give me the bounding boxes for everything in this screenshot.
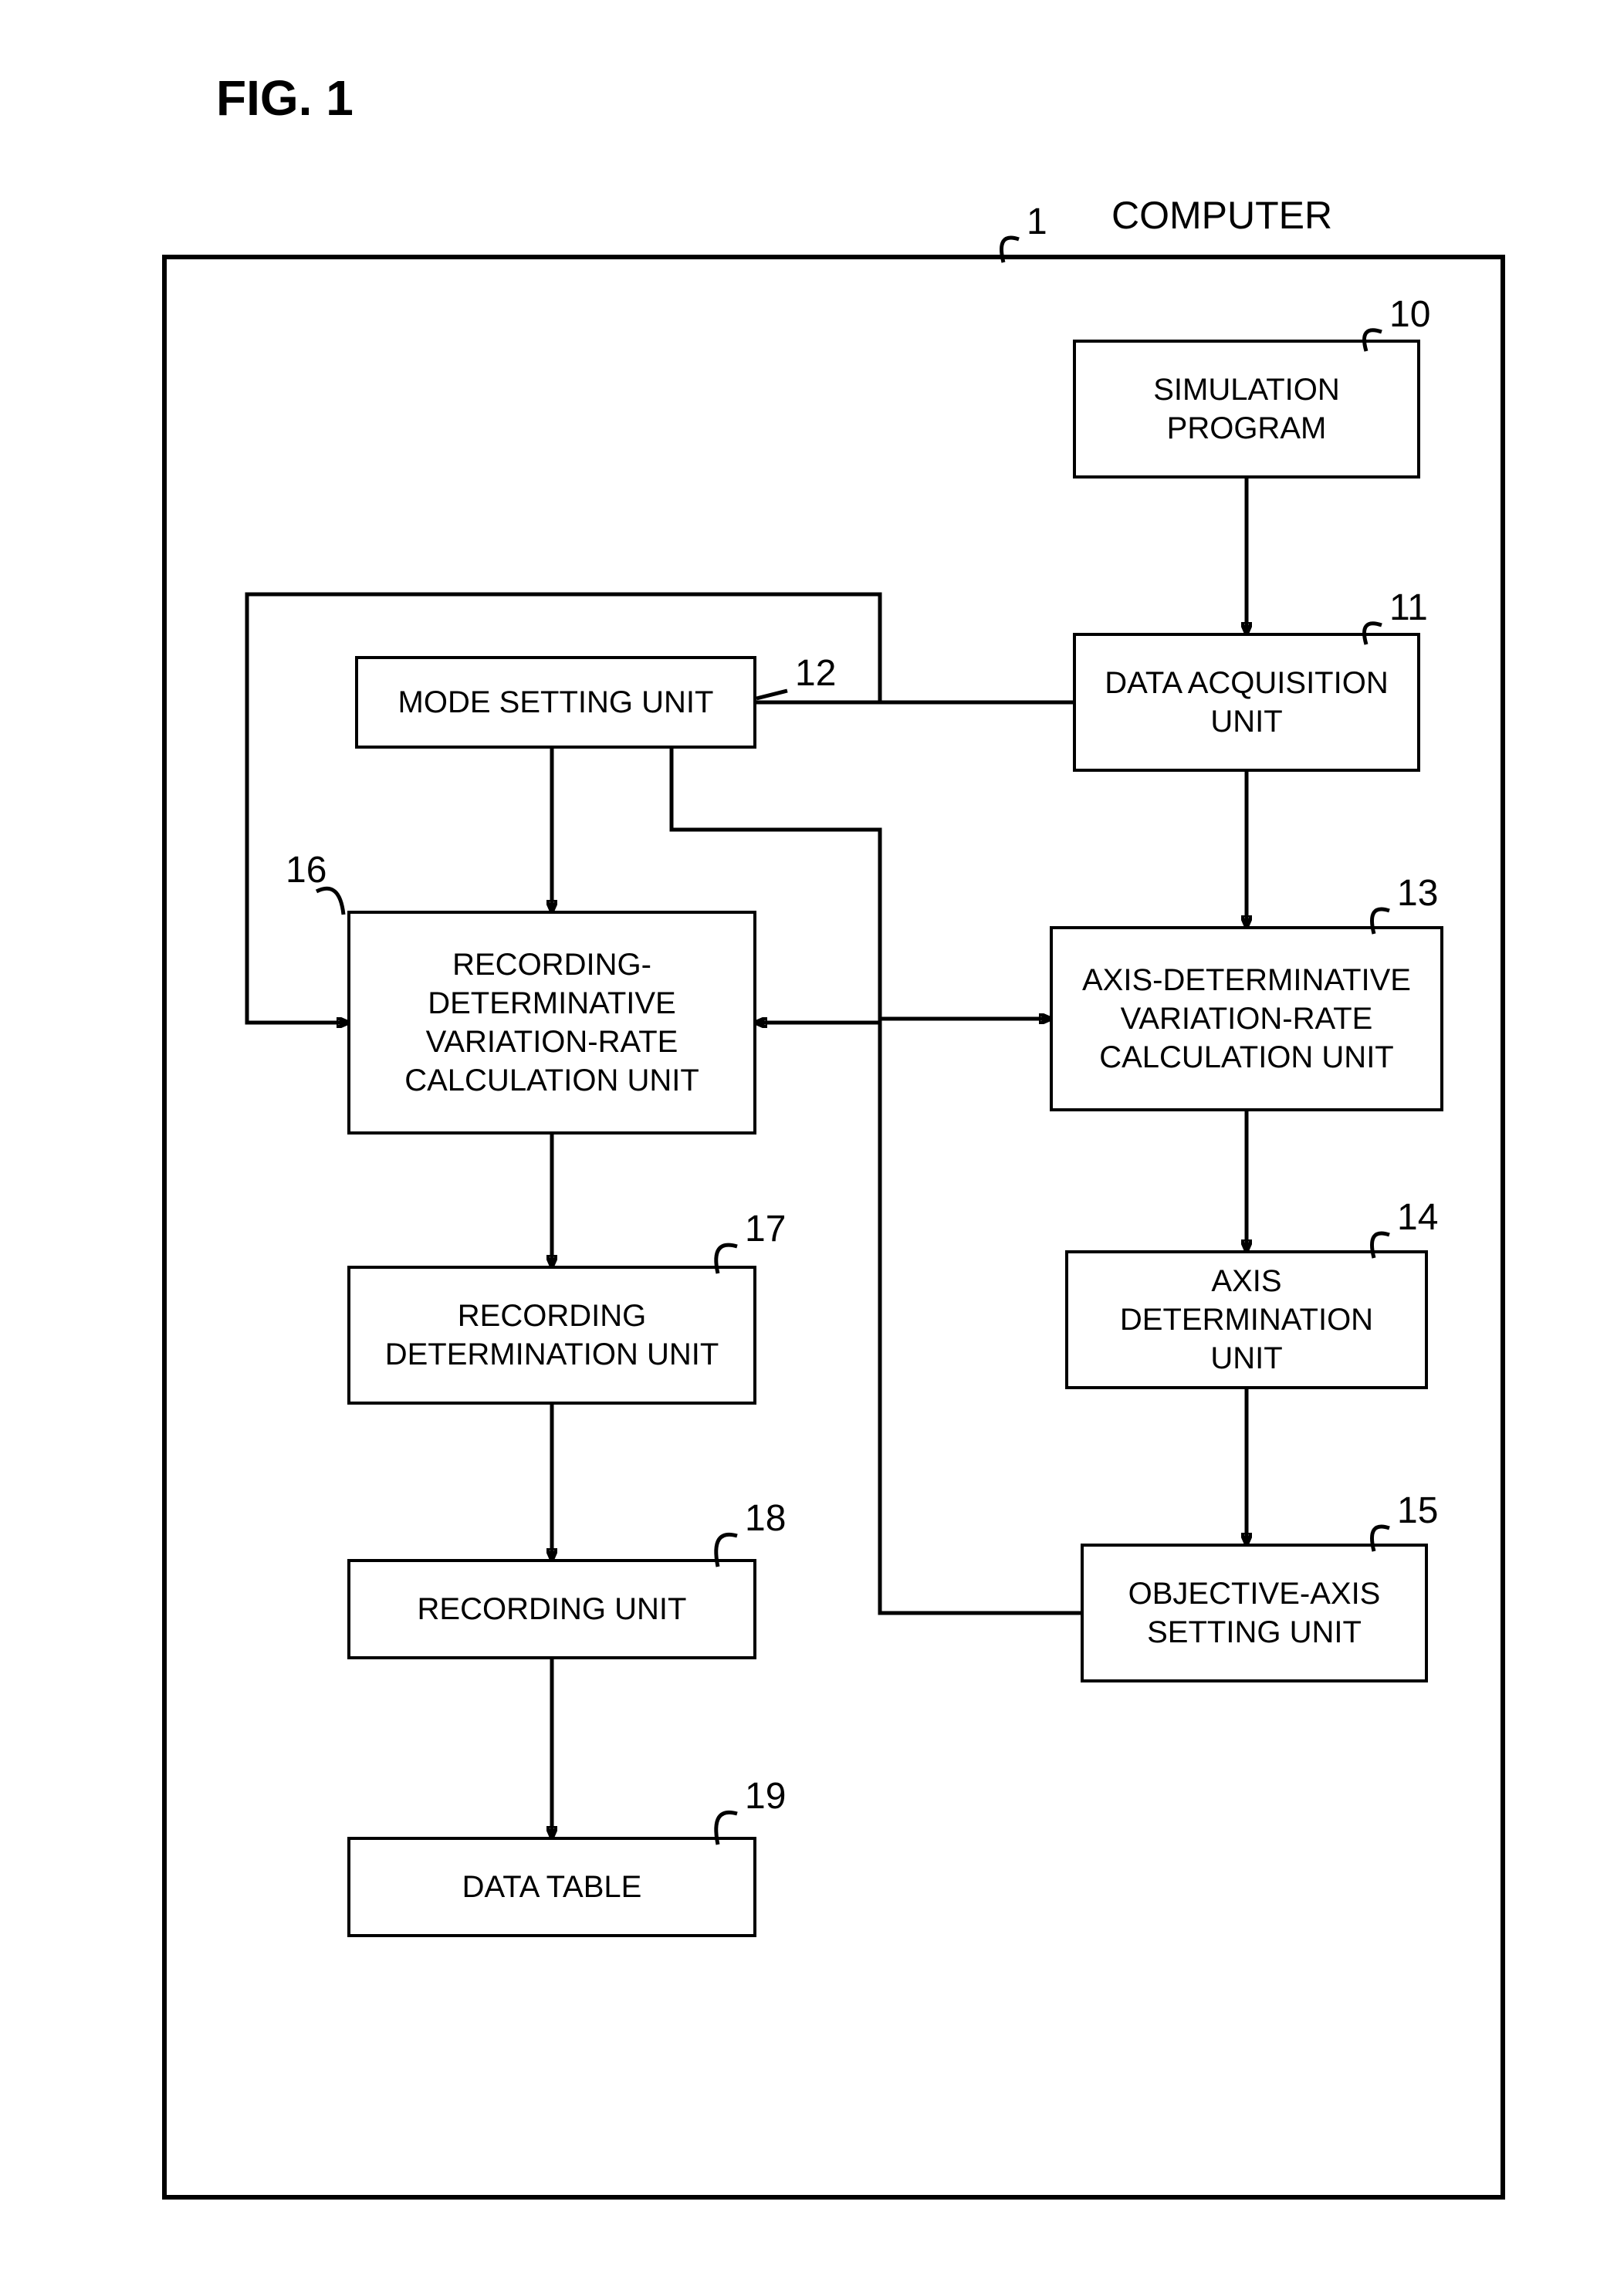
node-label: DATA ACQUISITIONUNIT [1105,664,1388,741]
outer-ref-1: 1 [1027,201,1047,243]
node-label: RECORDING-DETERMINATIVEVARIATION-RATECAL… [404,945,699,1100]
node-label: MODE SETTING UNIT [398,683,714,722]
node-data-acquisition-unit: DATA ACQUISITIONUNIT [1073,633,1420,772]
node-mode-setting-unit: MODE SETTING UNIT [355,656,756,749]
figure-title: FIG. 1 [216,69,354,127]
outer-label-computer: COMPUTER [1111,193,1332,238]
node-label: DATA TABLE [462,1868,642,1906]
node-simulation-program: SIMULATIONPROGRAM [1073,340,1420,479]
node-recording-unit: RECORDING UNIT [347,1559,756,1659]
page: FIG. 1 COMPUTER 1 SIMULATIONPROGRAM DATA… [0,0,1624,2286]
ref-10: 10 [1389,293,1430,336]
node-label: SIMULATIONPROGRAM [1153,370,1340,448]
node-label: AXIS-DETERMINATIVEVARIATION-RATECALCULAT… [1082,961,1411,1077]
ref-16: 16 [286,849,326,891]
node-recording-determination-unit: RECORDINGDETERMINATION UNIT [347,1266,756,1405]
ref-15: 15 [1397,1490,1438,1532]
ref-14: 14 [1397,1196,1438,1239]
ref-18: 18 [745,1497,786,1540]
ref-13: 13 [1397,872,1438,915]
ref-12: 12 [795,652,836,695]
ref-11: 11 [1389,587,1428,629]
node-objective-axis-setting-unit: OBJECTIVE-AXISSETTING UNIT [1081,1544,1428,1682]
ref-17: 17 [745,1208,786,1250]
node-recording-determinative-variation-rate-calculation-unit: RECORDING-DETERMINATIVEVARIATION-RATECAL… [347,911,756,1135]
node-label: RECORDING UNIT [418,1590,687,1628]
node-axis-determination-unit: AXIS DETERMINATIONUNIT [1065,1250,1428,1389]
node-label: RECORDINGDETERMINATION UNIT [385,1297,719,1374]
node-label: OBJECTIVE-AXISSETTING UNIT [1128,1574,1381,1652]
ref-19: 19 [745,1775,786,1818]
node-axis-determinative-variation-rate-calculation-unit: AXIS-DETERMINATIVEVARIATION-RATECALCULAT… [1050,926,1443,1111]
node-data-table: DATA TABLE [347,1837,756,1937]
node-label: AXIS DETERMINATIONUNIT [1084,1262,1409,1378]
